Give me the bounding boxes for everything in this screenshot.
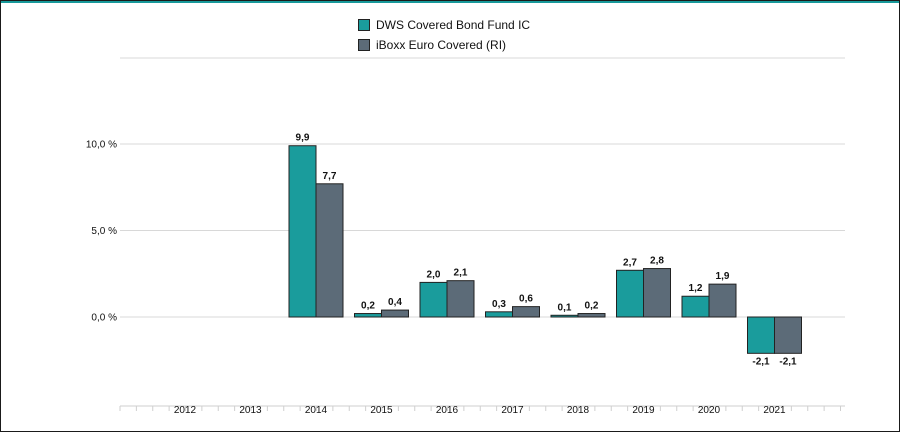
y-tick-label: 0,0 %	[91, 313, 117, 324]
x-tick-label: 2018	[567, 405, 590, 416]
legend-swatch-fund	[358, 19, 370, 31]
bar-2017-series-1	[512, 306, 540, 318]
value-label: 2,7	[623, 257, 637, 268]
value-label: -2,1	[779, 356, 797, 367]
x-tick-label: 2021	[763, 405, 786, 416]
x-tick-label: 2013	[239, 405, 262, 416]
legend: DWS Covered Bond Fund IC iBoxx Euro Cove…	[358, 15, 530, 55]
bar-2019-series-1	[643, 268, 671, 318]
bar-2021-series-0	[747, 316, 775, 354]
bar-2014-series-0	[288, 145, 317, 318]
bar-2015-series-1	[381, 309, 409, 318]
value-label: 0,4	[388, 297, 402, 308]
value-label: 0,3	[492, 299, 506, 310]
value-label: -2,1	[752, 356, 770, 367]
bar-2016-series-0	[419, 281, 448, 318]
value-label: 0,2	[361, 301, 375, 312]
legend-label-fund: DWS Covered Bond Fund IC	[376, 18, 531, 32]
bar-2014-series-1	[315, 183, 344, 318]
value-label: 0,6	[519, 294, 533, 305]
legend-swatch-index	[358, 39, 370, 51]
y-tick-label: 10,0 %	[86, 140, 117, 151]
x-tick-label: 2020	[698, 405, 721, 416]
bar-2018-series-1	[577, 313, 606, 318]
bar-2018-series-0	[550, 314, 579, 318]
bar-2021-series-1	[774, 316, 802, 354]
value-label: 2,0	[427, 269, 441, 280]
legend-label-index: iBoxx Euro Covered (RI)	[376, 38, 507, 52]
value-label: 2,8	[650, 256, 664, 267]
bar-2016-series-1	[446, 280, 475, 318]
x-tick-label: 2015	[370, 405, 393, 416]
legend-item-index: iBoxx Euro Covered (RI)	[358, 35, 530, 55]
value-label: 1,2	[689, 283, 703, 294]
bar-2019-series-0	[616, 269, 644, 318]
x-tick-label: 2014	[305, 405, 328, 416]
bar-2015-series-0	[354, 313, 382, 318]
y-tick-label: 5,0 %	[91, 226, 117, 237]
value-label: 0,2	[585, 301, 599, 312]
x-tick-label: 2016	[436, 405, 459, 416]
legend-item-fund: DWS Covered Bond Fund IC	[358, 15, 530, 35]
bar-2017-series-0	[485, 311, 513, 318]
bar-2020-series-0	[681, 295, 710, 318]
bar-2020-series-1	[708, 283, 737, 318]
value-label: 2,1	[454, 268, 468, 279]
value-label: 7,7	[323, 171, 337, 182]
x-tick-label: 2017	[501, 405, 524, 416]
x-tick-label: 2012	[174, 405, 197, 416]
x-tick-label: 2019	[632, 405, 655, 416]
value-label: 0,1	[558, 302, 572, 313]
top-accent-bar	[0, 0, 900, 3]
value-label: 1,9	[716, 271, 730, 282]
value-label: 9,9	[296, 133, 310, 144]
